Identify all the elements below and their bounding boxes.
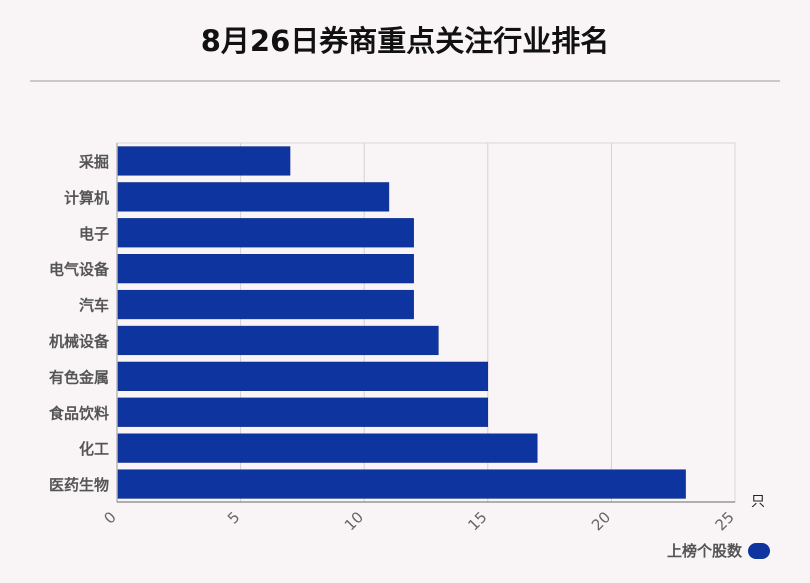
x-tick-label-1: 5: [224, 508, 243, 527]
bar-9: [117, 469, 686, 499]
category-label-0: 采掘: [78, 153, 109, 171]
bar-6: [117, 361, 489, 391]
category-label-1: 计算机: [64, 189, 109, 207]
bar-4: [117, 289, 414, 320]
legend: 上榜个股数: [667, 540, 770, 561]
category-label-2: 电子: [79, 225, 109, 243]
bar-2: [117, 218, 414, 248]
category-label-6: 有色金属: [49, 368, 109, 386]
bar-1: [117, 182, 390, 212]
bar-0: [117, 146, 291, 176]
category-label-7: 食品饮料: [49, 404, 109, 422]
category-label-9: 医药生物: [49, 476, 109, 494]
category-label-3: 电气设备: [49, 261, 110, 279]
category-label-4: 汽车: [79, 297, 109, 315]
category-label-8: 化工: [79, 440, 109, 458]
bar-5: [117, 325, 439, 356]
chart-title: 8月26日券商重点关注行业排名: [200, 24, 610, 58]
bar-7: [117, 397, 489, 427]
x-tick-label-4: 20: [588, 508, 614, 534]
legend-swatch: [748, 542, 770, 559]
title-divider: [30, 80, 780, 82]
category-label-5: 机械设备: [49, 332, 110, 350]
bar-3: [117, 254, 414, 284]
x-tick-label-5: 25: [712, 508, 738, 534]
bar-8: [117, 433, 538, 463]
x-unit-label: 只: [751, 494, 765, 510]
x-tick-label-3: 15: [464, 508, 490, 534]
legend-label: 上榜个股数: [666, 542, 742, 560]
x-tick-label-0: 0: [100, 508, 119, 527]
x-tick-label-2: 10: [341, 508, 367, 534]
